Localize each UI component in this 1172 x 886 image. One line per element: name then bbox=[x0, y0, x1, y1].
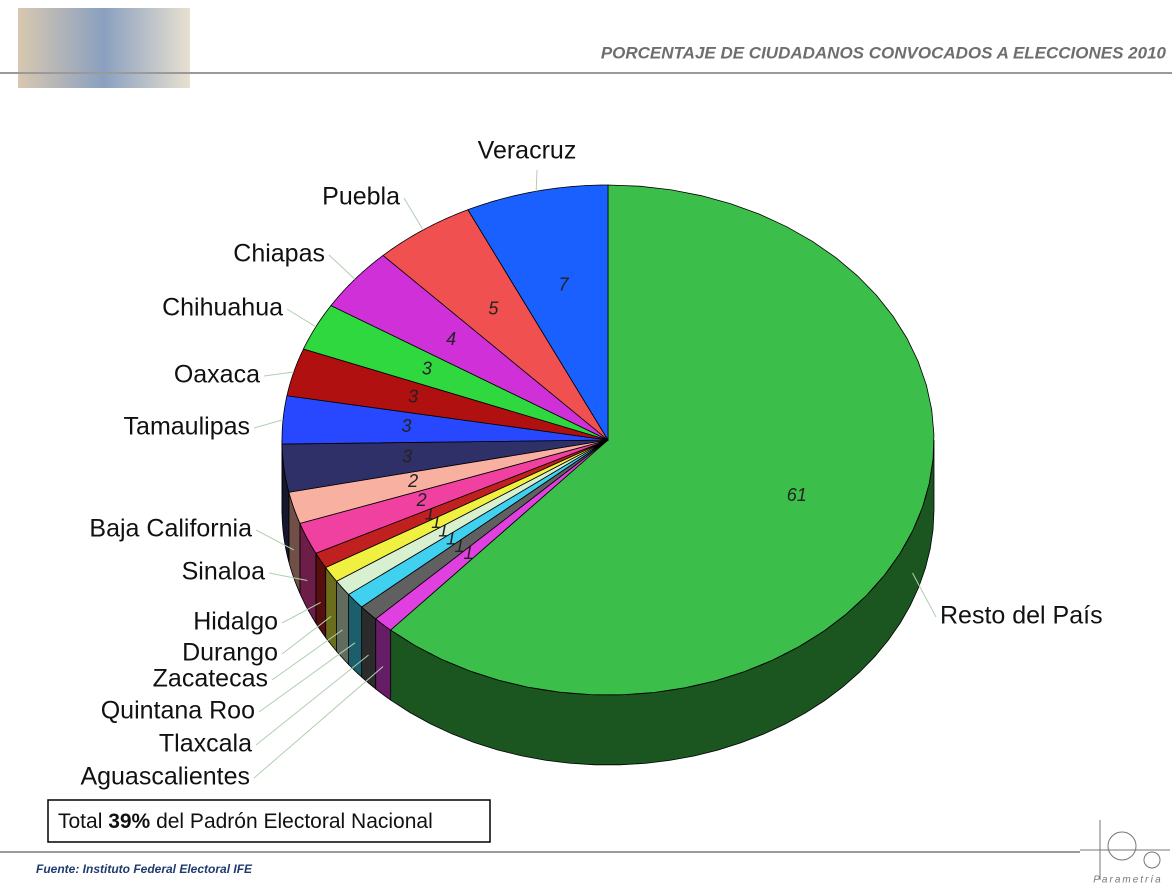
logo-mark bbox=[1080, 820, 1170, 880]
logo: Parametría bbox=[1093, 875, 1162, 886]
slice bbox=[335, 439, 609, 595]
value-label: 3 bbox=[408, 387, 418, 407]
value-label: 1 bbox=[464, 543, 474, 563]
category-label: Tamaulipas bbox=[124, 413, 250, 441]
value-label: 2 bbox=[416, 490, 427, 510]
leader-line bbox=[912, 572, 937, 618]
leader-line bbox=[535, 169, 538, 192]
category-label: Chihuahua bbox=[162, 294, 283, 322]
leader-line bbox=[328, 254, 356, 280]
leader-line bbox=[281, 601, 321, 624]
category-label: Aguascalientes bbox=[80, 763, 250, 791]
note: Total 39% del Padrón Electoral Nacional bbox=[58, 810, 433, 833]
value-label: 1 bbox=[446, 528, 456, 548]
category-label: Chiapas bbox=[233, 240, 325, 268]
slice bbox=[375, 439, 609, 631]
slice bbox=[281, 439, 609, 493]
category-label: Quintana Roo bbox=[101, 697, 255, 725]
slice-side bbox=[361, 606, 377, 690]
value-label: 3 bbox=[422, 359, 432, 379]
category-label: Veracruz bbox=[478, 137, 577, 165]
value-label: 61 bbox=[787, 485, 807, 505]
source: Fuente: Instituto Federal Electoral IFE bbox=[36, 862, 253, 876]
value-label: 5 bbox=[488, 299, 499, 319]
leader-line bbox=[253, 666, 384, 779]
value-label: 1 bbox=[431, 512, 441, 532]
value-label: 7 bbox=[558, 275, 569, 295]
category-label: Sinaloa bbox=[182, 558, 265, 586]
category-label: Zacatecas bbox=[153, 665, 268, 693]
category-label: Durango bbox=[182, 639, 278, 667]
value-label: 2 bbox=[407, 471, 418, 491]
slice bbox=[389, 184, 935, 696]
leader-line bbox=[255, 654, 369, 746]
category-label: Baja California bbox=[89, 515, 252, 543]
category-label: Resto del País bbox=[940, 602, 1103, 630]
leader-line bbox=[253, 419, 284, 429]
category-label: Oaxaca bbox=[174, 361, 260, 389]
leader-line bbox=[271, 629, 343, 681]
value-label: 1 bbox=[455, 536, 465, 556]
slice bbox=[325, 439, 609, 582]
leader-line bbox=[268, 572, 308, 582]
pie-chart: 61 Resto del País 1 Aguascalientes 1 Tlaxcala… bbox=[80, 137, 1102, 791]
slice-side bbox=[325, 566, 337, 653]
leader-line bbox=[258, 642, 356, 713]
leader-line bbox=[403, 197, 424, 231]
category-label: Puebla bbox=[322, 183, 400, 211]
value-label: 1 bbox=[438, 520, 448, 540]
slice bbox=[315, 439, 609, 568]
note-box bbox=[47, 799, 491, 843]
value-label: 4 bbox=[446, 329, 456, 349]
slice bbox=[299, 439, 609, 554]
slice-side bbox=[348, 593, 363, 678]
slide-title: PORCENTAJE DE CIUDADANOS CONVOCADOS A EL… bbox=[601, 43, 1167, 62]
header-photo bbox=[18, 8, 190, 88]
slice bbox=[360, 439, 609, 620]
value-label: 3 bbox=[402, 446, 412, 466]
category-label: Hidalgo bbox=[193, 608, 278, 636]
value-label: 1 bbox=[425, 503, 435, 523]
leader-line bbox=[255, 529, 295, 551]
leader-line bbox=[286, 308, 317, 328]
slice bbox=[347, 439, 609, 608]
category-label: Tlaxcala bbox=[159, 730, 252, 758]
leader-line bbox=[263, 371, 294, 377]
slice bbox=[288, 439, 609, 524]
leader-line bbox=[281, 616, 332, 655]
value-label: 3 bbox=[402, 416, 412, 436]
slice-side bbox=[375, 618, 392, 701]
note-highlight: 39% bbox=[108, 810, 150, 833]
note-suffix: del Padrón Electoral Nacional bbox=[156, 810, 433, 833]
note-prefix: Total bbox=[58, 810, 102, 833]
